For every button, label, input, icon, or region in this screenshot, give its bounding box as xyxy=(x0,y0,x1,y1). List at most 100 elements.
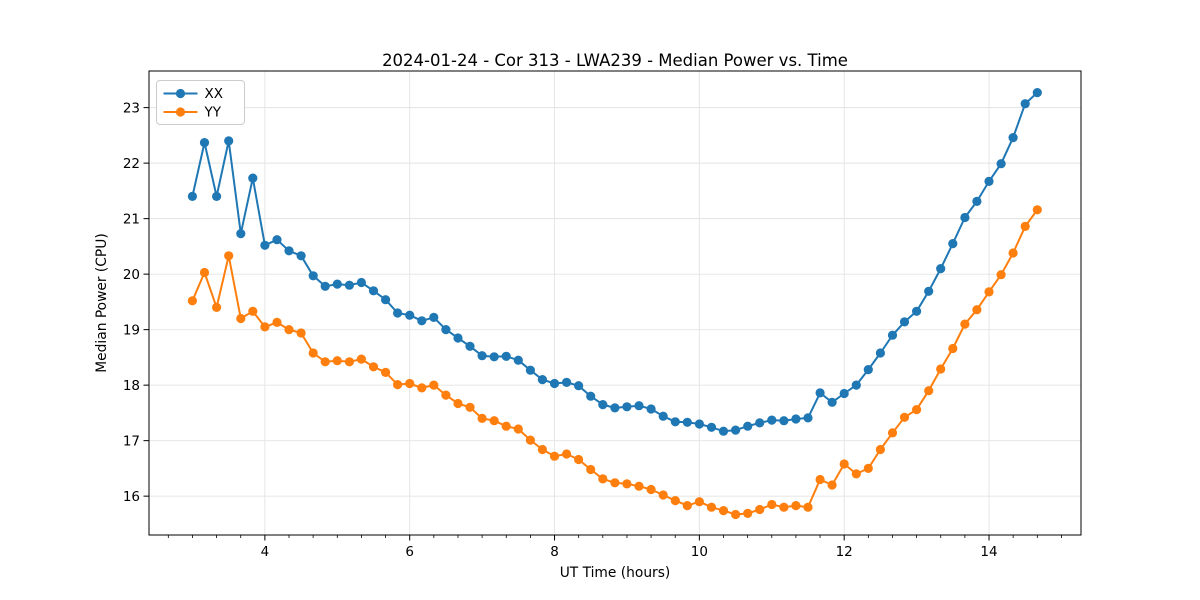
series-XX-point xyxy=(706,422,717,432)
series-XX-point xyxy=(803,413,813,423)
series-XX-point xyxy=(634,401,644,411)
series-XX-point xyxy=(875,348,886,358)
series-YY-point xyxy=(706,502,717,512)
series-XX-point xyxy=(658,411,668,421)
series-XX-point xyxy=(525,365,536,375)
series-XX-point xyxy=(537,375,548,385)
series-YY-point xyxy=(670,496,680,506)
series-YY-point xyxy=(682,501,692,511)
series-YY-point xyxy=(960,319,970,329)
series-YY-point xyxy=(441,390,451,400)
series-XX-point xyxy=(586,391,596,401)
series-YY-point xyxy=(984,287,994,297)
series-YY-point xyxy=(887,428,898,438)
series-YY-point xyxy=(513,424,523,434)
y-tick-label: 22 xyxy=(123,156,140,172)
series-XX-point xyxy=(827,397,837,407)
series-YY-point xyxy=(791,501,801,511)
series-XX-point xyxy=(272,235,282,245)
y-axis-label: Median Power (CPU) xyxy=(94,233,110,373)
legend-item-XX: XX xyxy=(163,86,223,102)
series-YY-point xyxy=(368,362,379,372)
series-YY-point xyxy=(1008,248,1018,258)
series-YY-point xyxy=(199,267,210,278)
series-YY-point xyxy=(574,454,584,465)
series-XX-point xyxy=(779,416,789,426)
series-XX-point xyxy=(972,196,982,206)
series-YY-point xyxy=(586,464,596,475)
series-YY-point xyxy=(429,380,439,390)
series-XX-point xyxy=(984,176,994,186)
series-YY-point xyxy=(899,412,910,422)
series-YY-point xyxy=(236,313,246,324)
series-XX-point xyxy=(477,351,487,361)
series-XX-point xyxy=(429,312,439,322)
series-XX-point xyxy=(924,286,934,296)
series-YY-point xyxy=(779,502,789,512)
series-YY-point xyxy=(1020,221,1030,231)
series-YY-point xyxy=(936,364,946,374)
series-XX-point xyxy=(260,240,270,250)
series-YY-point xyxy=(767,499,777,510)
chart-title: 2024-01-24 - Cor 313 - LWA239 - Median P… xyxy=(382,51,848,70)
series-YY-point xyxy=(501,421,511,431)
y-tick-label: 20 xyxy=(123,267,140,283)
series-XX-point xyxy=(224,136,234,146)
legend-marker-swatch xyxy=(175,88,186,99)
series-XX-point xyxy=(284,246,294,256)
series-YY-point xyxy=(417,383,427,393)
series-YY-point xyxy=(694,497,705,507)
series-YY-point xyxy=(731,509,741,520)
series-YY-point xyxy=(851,469,861,479)
series-XX-point xyxy=(598,400,608,410)
series-YY-point xyxy=(525,435,536,445)
series-YY-point xyxy=(658,490,668,500)
series-YY-point xyxy=(224,251,234,261)
x-axis-label: UT Time (hours) xyxy=(560,565,671,581)
series-YY-point xyxy=(381,367,391,377)
series-XX-point xyxy=(743,421,753,431)
series-YY-point xyxy=(260,322,270,332)
series-XX-point xyxy=(610,403,620,413)
series-YY-point xyxy=(344,357,354,367)
series-XX-point xyxy=(622,402,632,412)
series-YY-point xyxy=(610,478,620,488)
series-YY-point xyxy=(320,357,330,367)
series-XX-point xyxy=(501,351,511,361)
series-XX-point xyxy=(718,426,729,436)
series-XX-point xyxy=(441,325,451,335)
series-YY-point xyxy=(549,451,560,461)
series-YY-point xyxy=(863,463,873,473)
series-XX-point xyxy=(731,425,741,435)
series-XX-point xyxy=(863,365,873,375)
series-XX-point xyxy=(453,333,463,343)
series-XX-point xyxy=(381,295,391,305)
series-XX-point xyxy=(815,388,825,398)
series-XX-point xyxy=(236,229,246,239)
grid-layer xyxy=(149,71,1081,535)
series-XX-point xyxy=(670,417,680,427)
series-YY-point xyxy=(755,504,765,515)
x-tick-label: 10 xyxy=(691,544,708,560)
series-XX-point xyxy=(694,419,705,429)
series-XX-point xyxy=(187,191,197,201)
series-XX-point xyxy=(682,417,692,427)
series-XX-point xyxy=(1020,99,1030,109)
legend-item-YY: YY xyxy=(163,105,222,121)
series-XX-point xyxy=(417,316,427,326)
series-XX-point xyxy=(320,281,330,291)
series-YY-point xyxy=(718,506,729,516)
series-YY-point xyxy=(948,343,958,354)
series-XX-point xyxy=(839,388,849,399)
series-YY-point xyxy=(839,459,849,469)
series-XX-point xyxy=(199,138,210,148)
series-XX-point xyxy=(465,341,475,351)
series-XX-point xyxy=(996,159,1006,169)
series-XX-point xyxy=(574,381,584,391)
series-YY-point xyxy=(284,325,294,335)
series-YY-point xyxy=(743,508,753,518)
series-XX-point xyxy=(368,286,379,296)
series-YY-point xyxy=(296,328,306,338)
series-YY-point xyxy=(453,398,463,409)
